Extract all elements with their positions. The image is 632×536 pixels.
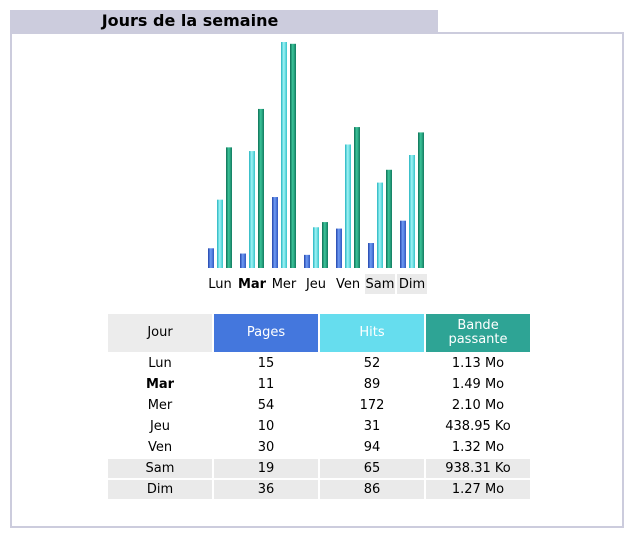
cell-bandwidth: 1.27 Mo	[426, 480, 530, 499]
bar-pages	[208, 248, 214, 268]
cell-hits: 172	[359, 398, 385, 413]
weekend-label-bg	[365, 274, 395, 294]
bar-hits	[313, 227, 319, 268]
table-row: Mar 11 89 1.49 Mo	[108, 375, 530, 394]
cell-hits: 65	[320, 459, 424, 478]
x-tick-label: Jeu	[305, 277, 326, 292]
x-tick-label: Mar	[238, 277, 267, 292]
bar-bandwidth	[418, 132, 424, 268]
table-row: Ven 30 94 1.32 Mo	[108, 438, 530, 457]
table-header-row: Jour Pages Hits Bande passante	[108, 314, 530, 352]
x-tick-label: Mer	[272, 277, 297, 292]
cell-bandwidth: 938.31 Ko	[426, 459, 530, 478]
cell-bandwidth: 2.10 Mo	[451, 398, 505, 413]
table-row: Jeu 10 31 438.95 Ko	[108, 417, 530, 436]
bar-hits	[377, 182, 383, 268]
section-header: Jours de la semaine	[10, 10, 438, 32]
bar-pages	[368, 243, 374, 268]
bar-bandwidth	[354, 127, 360, 268]
bar-bandwidth	[322, 222, 328, 268]
bar-pages	[272, 197, 278, 268]
x-tick-label: Dim	[399, 277, 425, 292]
bar-bandwidth	[226, 147, 232, 268]
x-tick-label: Lun	[208, 277, 232, 292]
bar-hits	[249, 151, 255, 268]
bar-hits	[281, 42, 287, 268]
bar-pages	[240, 253, 246, 268]
cell-day: Dim	[108, 480, 212, 499]
table-row: Sam 19 65 938.31 Ko	[108, 459, 530, 478]
section-title: Jours de la semaine	[101, 11, 279, 30]
days-stats-table: Jour Pages Hits Bande passante Lun 15 52 1.…	[106, 312, 532, 501]
days-of-week-panel: Lun Mar Mer Jeu Ven Sam Dim Jour Pages Hits Ba…	[10, 32, 624, 528]
cell-day: Sam	[108, 459, 212, 478]
col-header-day: Jour	[108, 314, 212, 352]
cell-pages: 10	[257, 419, 275, 434]
cell-day: Mar	[145, 377, 175, 392]
cell-hits: 31	[363, 419, 381, 434]
cell-day: Jeu	[149, 419, 171, 434]
cell-bandwidth: 1.13 Mo	[451, 356, 505, 371]
bar-bandwidth	[258, 108, 264, 268]
cell-bandwidth: 1.32 Mo	[451, 440, 505, 455]
bar-pages	[336, 228, 342, 268]
cell-day: Mer	[147, 398, 173, 413]
bar-pages	[400, 220, 406, 268]
bar-pages	[304, 254, 310, 268]
cell-pages: 15	[257, 356, 275, 371]
col-header-pages: Pages	[214, 314, 318, 352]
weekend-label-bg	[397, 274, 427, 294]
cell-bandwidth: 1.49 Mo	[451, 377, 505, 392]
bar-hits	[217, 199, 223, 268]
col-header-bandwidth: Bande passante	[426, 314, 530, 352]
cell-pages: 11	[257, 377, 275, 392]
bar-bandwidth	[386, 169, 392, 268]
cell-day: Lun	[148, 356, 172, 371]
days-bar-chart: Lun Mar Mer Jeu Ven Sam Dim	[208, 42, 427, 294]
cell-day: Ven	[147, 440, 173, 455]
cell-pages: 30	[257, 440, 275, 455]
cell-hits: 52	[363, 356, 381, 371]
bar-hits	[345, 144, 351, 268]
cell-hits: 94	[363, 440, 381, 455]
cell-pages: 36	[214, 480, 318, 499]
x-tick-label: Sam	[366, 277, 395, 292]
cell-hits: 89	[363, 377, 381, 392]
bar-bandwidth	[290, 43, 296, 268]
cell-pages: 19	[214, 459, 318, 478]
table-row: Lun 15 52 1.13 Mo	[108, 354, 530, 373]
bar-hits	[409, 155, 415, 268]
cell-pages: 54	[257, 398, 275, 413]
cell-hits: 86	[320, 480, 424, 499]
x-tick-label: Ven	[336, 277, 360, 292]
table-row: Mer 54 172 2.10 Mo	[108, 396, 530, 415]
cell-bandwidth: 438.95 Ko	[445, 419, 511, 434]
col-header-hits: Hits	[320, 314, 424, 352]
table-row: Dim 36 86 1.27 Mo	[108, 480, 530, 499]
